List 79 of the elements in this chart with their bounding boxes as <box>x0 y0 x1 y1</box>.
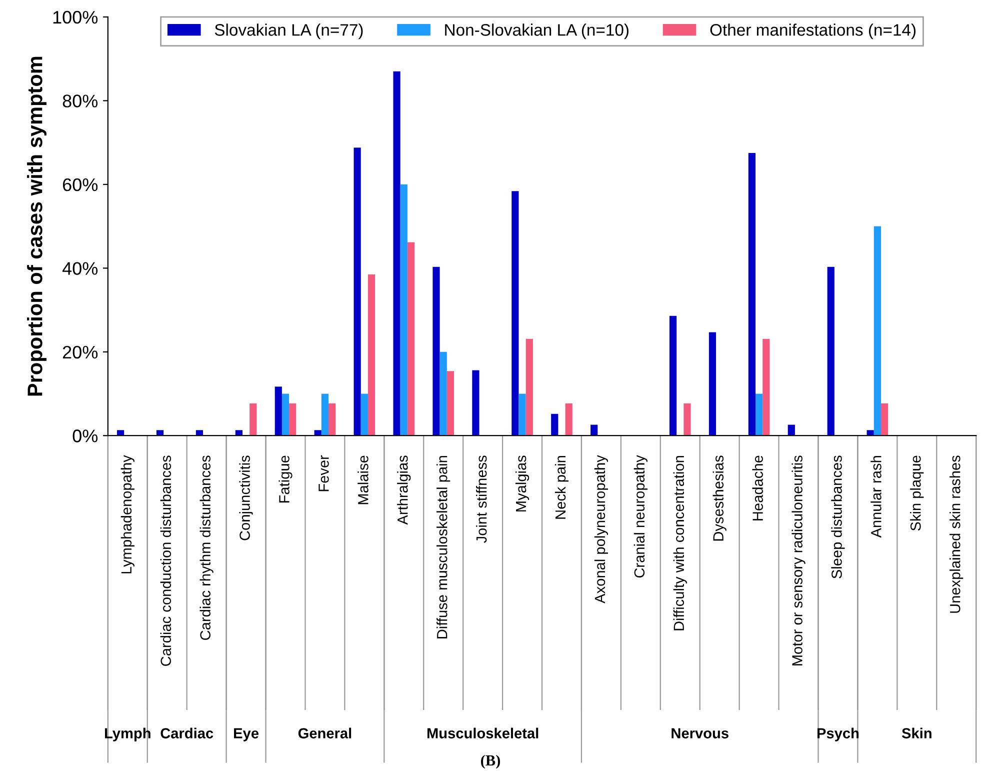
text: General <box>298 728 352 738</box>
x-tick-label: Fever <box>318 455 329 492</box>
bar <box>748 153 756 436</box>
bar <box>354 148 361 436</box>
bar <box>274 386 282 436</box>
text: Eye <box>234 728 259 742</box>
x-tick-label: Malaise <box>358 456 368 504</box>
bar <box>755 394 763 436</box>
x-tick-label: Cardiac rhythm disturbances <box>200 456 214 640</box>
bar <box>708 332 716 436</box>
bar <box>328 403 336 436</box>
x-tick-label: Motor or sensory radiculoneuritis <box>792 456 806 666</box>
x-tick-label: Dysesthesias <box>712 456 726 541</box>
text: Lymph <box>104 728 150 742</box>
x-tick-label: Headache <box>752 456 763 520</box>
bar <box>684 403 691 436</box>
x-tick-label: Neck pain <box>554 456 569 519</box>
bar <box>321 394 329 436</box>
bar <box>874 226 881 436</box>
bar <box>393 71 400 436</box>
bar <box>440 352 447 436</box>
bar <box>196 430 204 436</box>
y-tick-label: 40% <box>62 262 98 275</box>
bar <box>250 403 257 436</box>
bar <box>669 316 677 436</box>
x-tick-label: Axonal polyneuropathy <box>594 455 608 604</box>
x-tick-label: Sleep disturbances <box>831 456 845 578</box>
x-tick-label: Unexplained skin rashes <box>950 456 964 613</box>
y-tick-label: 20% <box>62 346 98 359</box>
x-tick-label: Myalgias <box>515 456 530 512</box>
bar <box>551 414 558 436</box>
x-tick-label: Skin plaque <box>910 456 924 531</box>
x-tick-label: Conjunctivitis <box>239 456 253 540</box>
bar <box>827 266 834 436</box>
y-tick-label: 100% <box>53 10 98 24</box>
bar <box>156 430 164 436</box>
bar <box>314 430 322 436</box>
text: Cardiac <box>160 728 214 738</box>
bar <box>235 430 242 436</box>
x-tick-label: Fatigue <box>278 456 292 502</box>
bar <box>289 403 296 436</box>
legend-label: Non-Slovakian LA (n=10) <box>445 24 628 40</box>
x-tick-label: Joint stiffness <box>476 456 487 543</box>
text: (B) <box>480 754 500 769</box>
y-axis-title: Proportion of cases with symptom <box>27 56 46 396</box>
bar <box>762 338 770 436</box>
y-tick-label: 0% <box>72 430 98 442</box>
bar <box>360 394 368 436</box>
legend-label: Other manifestations (n=14) <box>710 24 916 40</box>
bar <box>880 403 888 436</box>
bar <box>518 394 526 436</box>
text: Musculoskeletal <box>427 728 538 738</box>
bar <box>368 274 376 436</box>
x-tick-label: Lymphadenopathy <box>120 455 134 574</box>
legend-label: Slovakian LA (n=77) <box>214 24 363 40</box>
bar <box>282 394 290 436</box>
bar <box>565 403 572 436</box>
bar <box>400 184 408 436</box>
x-tick-label: Arthralgias <box>397 456 411 525</box>
bar <box>432 266 440 436</box>
bar <box>512 191 519 436</box>
x-tick-label: Cranial neuropathy <box>634 455 648 578</box>
text: Psych <box>817 728 859 742</box>
bar <box>116 430 124 436</box>
bar <box>526 338 533 436</box>
text: Skin <box>902 728 932 738</box>
x-tick-label: Annular rash <box>870 456 882 538</box>
bar <box>472 370 480 436</box>
bar <box>866 430 874 436</box>
x-tick-label: Cardiac conduction disturbances <box>160 456 172 666</box>
y-tick-label: 60% <box>62 178 98 192</box>
x-tick-label: Diffuse musculoskeletal pain <box>436 456 450 638</box>
bar <box>407 242 415 436</box>
bar <box>446 371 454 436</box>
text: Nervous <box>672 728 728 738</box>
bar <box>788 424 795 436</box>
x-tick-label: Difficulty with concentration <box>673 456 687 630</box>
bar <box>590 424 598 436</box>
y-tick-label: 80% <box>62 94 98 108</box>
